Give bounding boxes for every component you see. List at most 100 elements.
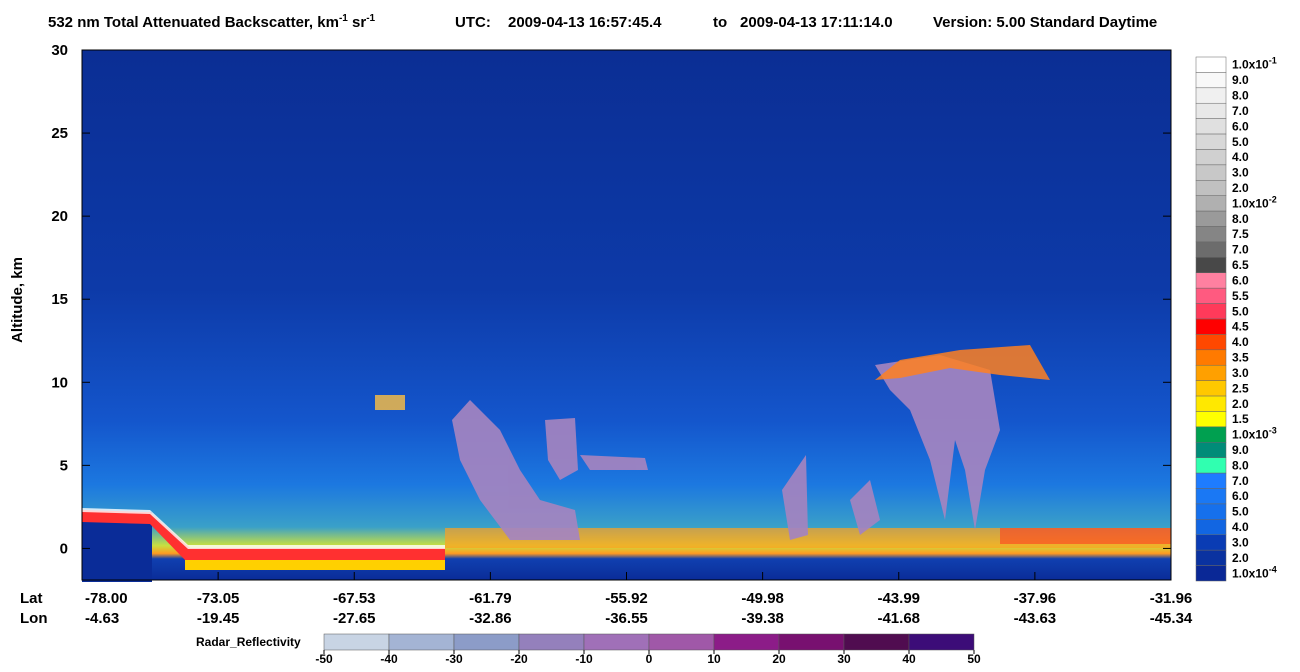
y-tick-label: 20 — [51, 208, 68, 225]
lon-tick-label: -43.63 — [1014, 610, 1057, 627]
colorbar-box — [1195, 519, 1227, 536]
y-tick-label: 15 — [51, 291, 68, 308]
title-part: 532 nm Total Attenuated Backscatter, km — [48, 14, 339, 31]
colorbar-label: 5.0 — [1232, 505, 1249, 519]
colorbar-box — [1195, 318, 1227, 335]
colorbar-box — [1195, 349, 1227, 366]
colorbar-box — [1195, 395, 1227, 412]
lon-tick-label: -27.65 — [333, 610, 376, 627]
colorbar-label: 5.0 — [1232, 135, 1249, 149]
colorbar-box — [1195, 164, 1227, 181]
colorbar-box — [1195, 334, 1227, 351]
colorbar-label: 9.0 — [1232, 73, 1249, 87]
colorbar-box — [1195, 195, 1227, 212]
radar-tick-label: -40 — [380, 652, 398, 666]
start-time: 2009-04-13 16:57:45.4 — [508, 14, 662, 31]
y-tick-label: 25 — [51, 125, 68, 142]
colorbar-label: 1.0x10-1 — [1232, 56, 1277, 72]
colorbar-label: 6.0 — [1232, 273, 1249, 287]
colorbar-box — [1195, 488, 1227, 505]
lon-tick-label: -4.63 — [85, 610, 119, 627]
colorbar-box — [1195, 503, 1227, 520]
lat-label: Lat — [20, 590, 43, 607]
colorbar-box — [1195, 380, 1227, 397]
colorbar-label: 6.0 — [1232, 119, 1249, 133]
to-label: to — [713, 14, 727, 31]
radar-colorbar-box — [518, 633, 585, 651]
y-axis-label: Altitude, km — [9, 257, 26, 343]
y-tick-label: 30 — [51, 42, 68, 59]
colorbar-box — [1195, 180, 1227, 196]
colorbar-box — [1195, 149, 1227, 166]
colorbar-label: 2.0 — [1232, 397, 1249, 411]
y-tick-label: 10 — [51, 374, 68, 391]
colorbar-label-base: 1.0x10 — [1232, 58, 1269, 72]
title-superscript: -1 — [366, 13, 375, 24]
colorbar-label: 3.0 — [1232, 535, 1249, 549]
radar-tick-label: -50 — [315, 652, 333, 666]
colorbar-label-exponent: -1 — [1269, 56, 1277, 66]
colorbar-box — [1195, 565, 1227, 582]
colorbar-label: 1.5 — [1232, 412, 1249, 426]
radar-colorbar-box — [843, 633, 910, 651]
colorbar-label: 3.5 — [1232, 351, 1249, 365]
colorbar-box — [1195, 472, 1227, 489]
colorbar-box — [1195, 442, 1227, 458]
colorbar-label: 1.0x10-2 — [1232, 194, 1277, 210]
radar-tick-label: 40 — [902, 652, 916, 666]
colorbar-label: 3.0 — [1232, 166, 1249, 180]
colorbar-label: 7.5 — [1232, 227, 1249, 241]
radar-tick-label: 50 — [967, 652, 981, 666]
colorbar-label: 7.0 — [1232, 243, 1249, 257]
colorbar-label-exponent: -3 — [1269, 426, 1277, 436]
colorbar-label: 4.0 — [1232, 150, 1249, 164]
radar-label: Radar_Reflectivity — [196, 635, 301, 649]
colorbar-box — [1195, 303, 1227, 320]
colorbar-box — [1195, 426, 1227, 443]
radar-colorbar-box — [713, 633, 780, 651]
chart-title: 532 nm Total Attenuated Backscatter, km-… — [48, 13, 376, 31]
colorbar-box — [1195, 241, 1227, 258]
colorbar-box — [1195, 87, 1227, 104]
colorbar-box — [1195, 534, 1227, 551]
colorbar-box — [1195, 118, 1227, 135]
colorbar-label: 8.0 — [1232, 458, 1249, 472]
y-tick-label: 5 — [60, 457, 68, 474]
colorbar-label-exponent: -4 — [1269, 564, 1277, 574]
colorbar-box — [1195, 56, 1227, 73]
colorbar-box — [1195, 272, 1227, 289]
colorbar-label-exponent: -2 — [1269, 194, 1277, 204]
colorbar-label: 2.5 — [1232, 381, 1249, 395]
lon-tick-label: -39.38 — [741, 610, 784, 627]
lat-tick-label: -37.96 — [1014, 590, 1057, 607]
lat-tick-label: -31.96 — [1150, 590, 1193, 607]
colorbar-label: 4.5 — [1232, 320, 1249, 334]
colorbar-box — [1195, 364, 1227, 381]
colorbar-label: 3.0 — [1232, 366, 1249, 380]
lon-tick-label: -36.55 — [605, 610, 648, 627]
colorbar-label-base: 1.0x10 — [1232, 566, 1269, 580]
radar-colorbar-box — [908, 633, 975, 651]
radar-tick-label: -30 — [445, 652, 463, 666]
colorbar-box — [1195, 411, 1227, 428]
colorbar-label: 6.0 — [1232, 489, 1249, 503]
colorbar-label: 1.0x10-3 — [1232, 426, 1277, 442]
lon-tick-label: -32.86 — [469, 610, 512, 627]
colorbar-box — [1195, 226, 1227, 243]
colorbar-box — [1195, 133, 1227, 150]
lat-tick-label: -67.53 — [333, 590, 376, 607]
radar-tick-label: -10 — [575, 652, 593, 666]
colorbar-label: 7.0 — [1232, 474, 1249, 488]
colorbar-label: 2.0 — [1232, 181, 1249, 195]
lat-tick-label: -73.05 — [197, 590, 240, 607]
radar-colorbar-box — [583, 633, 650, 651]
radar-colorbar-box — [778, 633, 845, 651]
colorbar-label-base: 1.0x10 — [1232, 196, 1269, 210]
colorbar-label: 1.0x10-4 — [1232, 564, 1277, 580]
radar-colorbar-box — [453, 633, 520, 651]
colorbar-box — [1195, 210, 1227, 227]
title-superscript: -1 — [339, 13, 348, 24]
colorbar-label: 5.0 — [1232, 304, 1249, 318]
end-time: 2009-04-13 17:11:14.0 — [740, 14, 893, 31]
lon-tick-label: -41.68 — [877, 610, 920, 627]
